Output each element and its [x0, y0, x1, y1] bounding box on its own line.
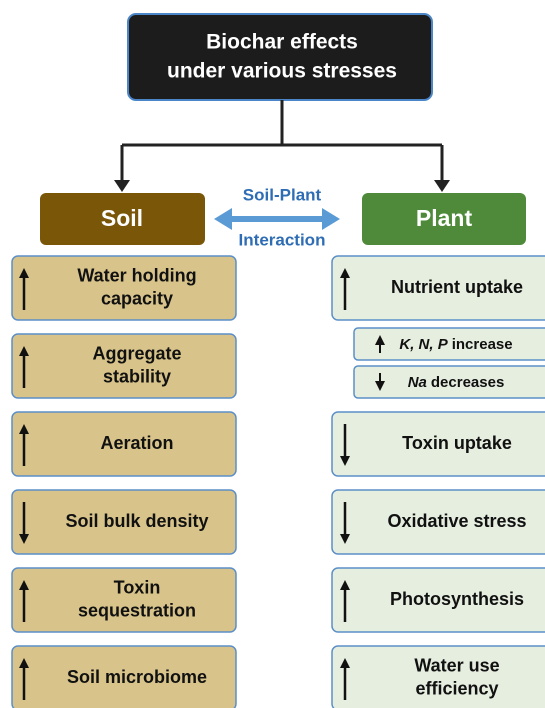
plant-item	[331, 411, 545, 477]
plant-item	[331, 645, 545, 708]
subitem-rest: increase	[452, 336, 513, 353]
arrowhead	[322, 208, 340, 230]
trend-arrowhead	[340, 580, 350, 590]
interaction-label: Soil-Plant	[243, 185, 322, 204]
plant-item-text: Water use	[414, 655, 499, 675]
subitem-emphasis: K, N, P	[399, 336, 448, 353]
trend-arrowhead	[19, 268, 29, 278]
plant-item	[331, 255, 545, 321]
plant-item-text: Nutrient uptake	[391, 277, 523, 297]
soil-item	[11, 411, 237, 477]
soil-item-text: stability	[103, 366, 171, 386]
plant-subitem	[353, 365, 545, 399]
trend-arrowhead	[19, 424, 29, 434]
trend-arrowhead	[340, 456, 350, 466]
plant-item-text: Toxin uptake	[402, 433, 512, 453]
soil-header	[40, 193, 205, 245]
plant-item	[331, 567, 545, 633]
title-box	[127, 13, 433, 101]
soil-label: Soil	[101, 205, 143, 231]
soil-item-text: sequestration	[78, 600, 196, 620]
trend-arrowhead	[375, 381, 385, 391]
plant-header	[362, 193, 526, 245]
soil-item-text: Soil microbiome	[67, 667, 207, 687]
soil-item-text: Aeration	[100, 433, 173, 453]
plant-subitem-text: Na decreases	[408, 374, 505, 391]
soil-item	[11, 567, 237, 633]
plant-label: Plant	[416, 205, 473, 231]
trend-arrowhead	[340, 658, 350, 668]
interaction-label: Interaction	[239, 230, 326, 249]
trend-arrowhead	[19, 346, 29, 356]
trend-arrowhead	[19, 580, 29, 590]
arrowhead	[214, 208, 232, 230]
subitem-emphasis: Na	[408, 374, 427, 391]
arrowhead	[114, 180, 130, 192]
arrowhead	[434, 180, 450, 192]
plant-item-text: efficiency	[415, 678, 498, 698]
soil-item-text: Aggregate	[92, 343, 181, 363]
trend-arrowhead	[19, 658, 29, 668]
title-line: under various stresses	[167, 60, 397, 83]
soil-item	[11, 255, 237, 321]
soil-item	[11, 489, 237, 555]
trend-arrowhead	[375, 335, 385, 345]
trend-arrowhead	[19, 534, 29, 544]
soil-item	[11, 645, 237, 708]
plant-item-text: Photosynthesis	[390, 589, 524, 609]
subitem-rest: decreases	[431, 374, 504, 391]
soil-item	[11, 333, 237, 399]
connector	[120, 100, 444, 182]
soil-item-text: capacity	[101, 288, 173, 308]
trend-arrowhead	[340, 268, 350, 278]
plant-item	[331, 489, 545, 555]
trend-arrowhead	[340, 534, 350, 544]
plant-subitem	[353, 327, 545, 361]
title-line: Biochar effects	[206, 31, 358, 54]
soil-item-text: Toxin	[114, 577, 161, 597]
soil-item-text: Water holding	[77, 265, 196, 285]
soil-item-text: Soil bulk density	[65, 511, 208, 531]
plant-item-text: Oxidative stress	[387, 511, 526, 531]
